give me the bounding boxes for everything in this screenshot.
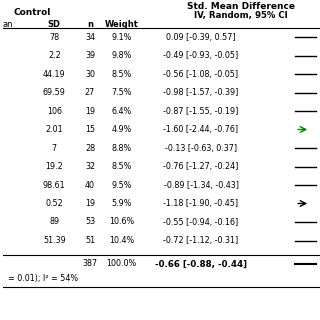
- Text: 387: 387: [83, 260, 98, 268]
- Text: 30: 30: [85, 69, 95, 78]
- Text: 19: 19: [85, 107, 95, 116]
- Text: 69.59: 69.59: [43, 88, 66, 97]
- Text: 44.19: 44.19: [43, 69, 66, 78]
- Text: 98.61: 98.61: [43, 180, 66, 189]
- Text: -0.72 [-1.12, -0.31]: -0.72 [-1.12, -0.31]: [164, 236, 239, 245]
- Text: -0.49 [-0.93, -0.05]: -0.49 [-0.93, -0.05]: [164, 51, 239, 60]
- Text: 10.6%: 10.6%: [109, 218, 134, 227]
- Text: 19: 19: [85, 199, 95, 208]
- Text: 10.4%: 10.4%: [109, 236, 134, 245]
- Text: IV, Random, 95% CI: IV, Random, 95% CI: [194, 11, 288, 20]
- Text: 4.9%: 4.9%: [112, 125, 132, 134]
- Text: SD: SD: [48, 20, 61, 28]
- Text: 51: 51: [85, 236, 95, 245]
- Text: 19.2: 19.2: [45, 162, 63, 171]
- Text: 39: 39: [85, 51, 95, 60]
- Text: 7: 7: [52, 143, 57, 153]
- Text: 9.5%: 9.5%: [111, 180, 132, 189]
- Text: 15: 15: [85, 125, 95, 134]
- Text: -0.55 [-0.94, -0.16]: -0.55 [-0.94, -0.16]: [164, 218, 239, 227]
- Text: 8.5%: 8.5%: [112, 162, 132, 171]
- Text: 28: 28: [85, 143, 95, 153]
- Text: 32: 32: [85, 162, 95, 171]
- Text: 51.39: 51.39: [43, 236, 66, 245]
- Text: 100.0%: 100.0%: [107, 260, 137, 268]
- Text: 53: 53: [85, 218, 95, 227]
- Text: -0.98 [-1.57, -0.39]: -0.98 [-1.57, -0.39]: [163, 88, 239, 97]
- Text: 106: 106: [47, 107, 62, 116]
- Text: -1.60 [-2.44, -0.76]: -1.60 [-2.44, -0.76]: [164, 125, 239, 134]
- Text: 8.5%: 8.5%: [112, 69, 132, 78]
- Text: Control: Control: [14, 7, 51, 17]
- Text: -0.76 [-1.27, -0.24]: -0.76 [-1.27, -0.24]: [163, 162, 239, 171]
- Text: 34: 34: [85, 33, 95, 42]
- Text: -1.18 [-1.90, -0.45]: -1.18 [-1.90, -0.45]: [164, 199, 239, 208]
- Text: -0.56 [-1.08, -0.05]: -0.56 [-1.08, -0.05]: [164, 69, 239, 78]
- Text: 2.2: 2.2: [48, 51, 61, 60]
- Text: n: n: [87, 20, 93, 28]
- Text: -0.87 [-1.55, -0.19]: -0.87 [-1.55, -0.19]: [163, 107, 239, 116]
- Text: Std. Mean Difference: Std. Mean Difference: [187, 2, 295, 11]
- Text: Weight: Weight: [105, 20, 139, 28]
- Text: -0.66 [-0.88, -0.44]: -0.66 [-0.88, -0.44]: [155, 260, 247, 268]
- Text: 78: 78: [49, 33, 60, 42]
- Text: -0.13 [-0.63, 0.37]: -0.13 [-0.63, 0.37]: [165, 143, 237, 153]
- Text: 8.8%: 8.8%: [112, 143, 132, 153]
- Text: an: an: [2, 20, 13, 28]
- Text: 0.09 [-0.39, 0.57]: 0.09 [-0.39, 0.57]: [166, 33, 236, 42]
- Text: 27: 27: [85, 88, 95, 97]
- Text: 7.5%: 7.5%: [111, 88, 132, 97]
- Text: 2.01: 2.01: [45, 125, 63, 134]
- Text: 6.4%: 6.4%: [112, 107, 132, 116]
- Text: 9.8%: 9.8%: [112, 51, 132, 60]
- Text: 0.52: 0.52: [45, 199, 63, 208]
- Text: = 0.01); I² = 54%: = 0.01); I² = 54%: [8, 275, 78, 284]
- Text: -0.89 [-1.34, -0.43]: -0.89 [-1.34, -0.43]: [164, 180, 238, 189]
- Text: 5.9%: 5.9%: [111, 199, 132, 208]
- Text: 40: 40: [85, 180, 95, 189]
- Text: 9.1%: 9.1%: [112, 33, 132, 42]
- Text: 89: 89: [49, 218, 60, 227]
